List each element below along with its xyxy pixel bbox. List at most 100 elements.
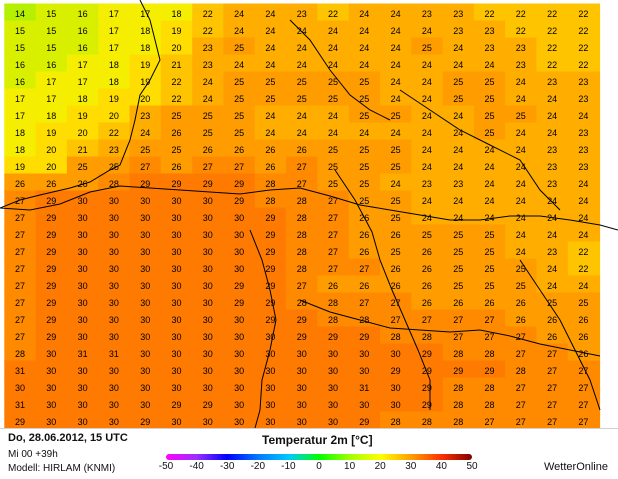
temperature-cell [254, 71, 287, 90]
temperature-cell [192, 139, 225, 158]
temperature-value: 25 [484, 264, 494, 274]
temperature-value: 29 [234, 298, 244, 308]
temperature-value: 30 [171, 230, 181, 240]
temperature-value: 24 [453, 162, 463, 172]
temperature-value: 23 [203, 60, 213, 70]
color-scale-tick: -30 [219, 461, 235, 472]
temperature-value: 16 [46, 60, 56, 70]
temperature-value: 24 [328, 111, 338, 121]
temperature-value: 25 [359, 179, 369, 189]
temperature-cell [348, 326, 381, 345]
temperature-value: 24 [453, 60, 463, 70]
temperature-value: 30 [297, 383, 307, 393]
temperature-cell [505, 360, 538, 379]
temperature-cell [286, 3, 319, 22]
temperature-cell [442, 258, 475, 277]
temperature-cell [317, 88, 350, 107]
temperature-value: 30 [359, 400, 369, 410]
temperature-value: 27 [516, 349, 526, 359]
temperature-cell [4, 394, 37, 413]
temperature-cell [536, 88, 569, 107]
temperature-cell [160, 20, 194, 39]
temperature-cell [98, 190, 131, 209]
temperature-cell [98, 275, 131, 294]
temperature-value: 30 [391, 383, 401, 393]
temperature-value: 30 [171, 264, 181, 274]
temperature-value: 23 [578, 145, 588, 155]
temperature-cell [380, 224, 413, 243]
temperature-value: 16 [15, 60, 25, 70]
temperature-value: 19 [140, 60, 150, 70]
temperature-value: 29 [140, 417, 150, 427]
temperature-value: 30 [203, 417, 213, 427]
temperature-cell [317, 122, 350, 141]
temperature-cell [505, 326, 538, 345]
temperature-value: 24 [516, 77, 526, 87]
temperature-value: 29 [391, 366, 401, 376]
temperature-cell [4, 309, 37, 328]
temperature-cell [286, 190, 319, 209]
temperature-value: 26 [78, 179, 88, 189]
temperature-value: 22 [109, 128, 119, 138]
temperature-cell [129, 258, 162, 277]
temperature-value: 24 [578, 111, 588, 121]
temperature-cell [223, 105, 256, 124]
temperature-value: 27 [516, 400, 526, 410]
temperature-cell [4, 54, 37, 73]
temperature-value: 29 [46, 298, 56, 308]
temperature-value: 27 [422, 315, 432, 325]
temperature-cell [442, 241, 475, 260]
temperature-value: 28 [391, 417, 401, 427]
map-footer: Do, 28.06.2012, 15 UTC Mi 00 +39h Modell… [0, 428, 618, 479]
temperature-cell [286, 105, 319, 124]
border-3 [399, 89, 561, 211]
temperature-value: 28 [453, 400, 463, 410]
temperature-value: 23 [484, 26, 494, 36]
temperature-cell [66, 394, 100, 413]
temperature-value: 25 [391, 213, 401, 223]
temperature-cell [129, 292, 162, 311]
temperature-value: 22 [578, 247, 588, 257]
temperature-cell [223, 156, 256, 175]
temperature-value: 31 [78, 349, 88, 359]
temperature-cell [505, 309, 538, 328]
temperature-value: 24 [516, 196, 526, 206]
temperature-value: 30 [78, 417, 88, 427]
temperature-cell [35, 3, 68, 22]
temperature-cell [4, 292, 37, 311]
temperature-cell [505, 54, 538, 73]
temperature-cell [4, 241, 37, 260]
temperature-cell [129, 122, 162, 141]
temperature-value: 23 [422, 179, 432, 189]
temperature-value: 26 [422, 247, 432, 257]
temperature-cell [567, 326, 601, 345]
temperature-cell [66, 71, 100, 90]
temperature-cell [35, 377, 68, 396]
temperature-value: 18 [109, 77, 119, 87]
temperature-value: 30 [234, 383, 244, 393]
temperature-value: 25 [516, 111, 526, 121]
temperature-value: 28 [297, 230, 307, 240]
temperature-cell [317, 3, 350, 22]
temperature-value: 30 [109, 213, 119, 223]
temperature-value: 26 [359, 247, 369, 257]
temperature-value: 24 [422, 162, 432, 172]
temperature-cell [442, 411, 475, 428]
temperature-cell [317, 360, 350, 379]
temperature-cell [98, 326, 131, 345]
temperature-value: 26 [578, 349, 588, 359]
temperature-value: 21 [171, 60, 181, 70]
temperature-cell [286, 54, 319, 73]
temperature-value: 24 [453, 145, 463, 155]
temperature-cell [317, 207, 350, 226]
border-4 [299, 299, 601, 357]
temperature-value: 22 [516, 26, 526, 36]
temperature-cell [66, 258, 100, 277]
temperature-value: 17 [46, 77, 56, 87]
temperature-value: 24 [484, 213, 494, 223]
temperature-cell [129, 411, 162, 428]
temperature-value: 22 [203, 9, 213, 19]
temperature-value: 22 [516, 9, 526, 19]
temperature-cell [4, 71, 37, 90]
temperature-value: 28 [422, 417, 432, 427]
